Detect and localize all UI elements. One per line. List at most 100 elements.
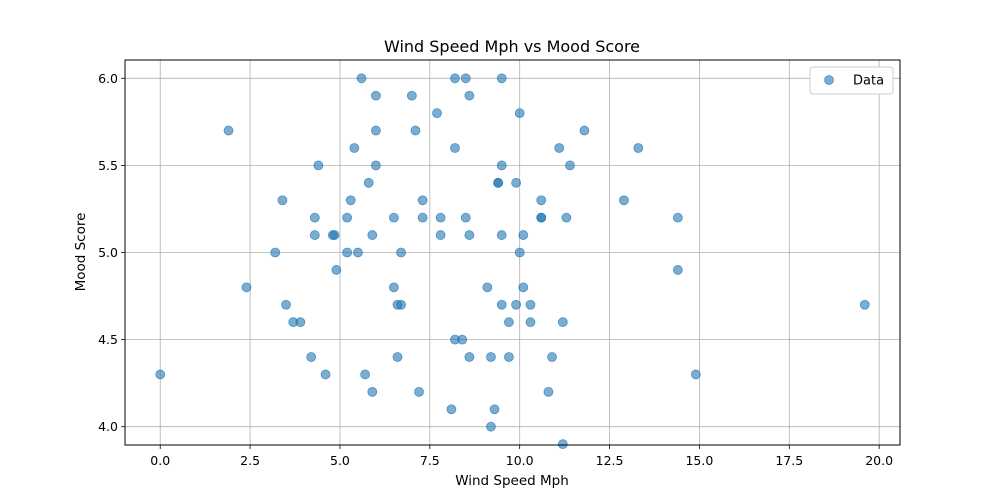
scatter-point <box>486 421 496 432</box>
scatter-point <box>504 352 514 362</box>
scatter-point <box>579 125 590 136</box>
scatter-point <box>306 352 317 362</box>
scatter-point <box>417 212 428 223</box>
scatter-point <box>331 265 342 275</box>
scatter-point <box>464 352 475 362</box>
x-tick-label: 5.0 <box>330 453 350 468</box>
grid-lines <box>125 60 900 445</box>
scatter-point <box>349 143 360 153</box>
scatter-point <box>464 90 475 101</box>
scatter-point <box>554 143 565 153</box>
scatter-point <box>511 177 521 188</box>
scatter-point <box>450 73 460 84</box>
x-tick-label: 2.5 <box>240 453 260 468</box>
scatter-point <box>496 73 507 84</box>
scatter-point <box>543 386 554 397</box>
scatter-point <box>388 282 399 293</box>
scatter-point <box>446 404 457 415</box>
scatter-point <box>557 439 568 450</box>
scatter-point <box>504 317 514 328</box>
scatter-point <box>672 265 683 275</box>
y-tick-label: 5.0 <box>98 245 118 260</box>
scatter-point <box>460 73 471 84</box>
scatter-point <box>295 317 306 328</box>
scatter-point <box>514 108 525 119</box>
scatter-point <box>496 230 507 240</box>
scatter-point <box>417 195 428 206</box>
scatter-point <box>450 143 460 153</box>
x-tick-label: 20.0 <box>865 453 893 468</box>
x-tick-label: 7.5 <box>420 453 440 468</box>
data-points <box>155 73 870 450</box>
scatter-point <box>859 299 870 310</box>
scatter-point <box>345 195 356 206</box>
scatter-point <box>388 212 399 223</box>
x-axis-ticks: 0.0 2.5 5.0 7.5 10.0 12.5 15.0 17.5 20.0 <box>150 445 893 468</box>
scatter-point <box>329 230 340 240</box>
y-tick-label: 4.0 <box>98 419 118 434</box>
scatter-point <box>496 299 507 310</box>
scatter-point <box>619 195 629 206</box>
scatter-point <box>536 195 547 206</box>
x-tick-label: 15.0 <box>685 453 713 468</box>
scatter-point <box>493 177 504 188</box>
scatter-point <box>464 230 475 240</box>
scatter-point <box>414 386 424 397</box>
scatter-point <box>223 125 234 136</box>
legend-marker <box>824 75 834 85</box>
scatter-point <box>410 125 421 136</box>
scatter-point <box>371 125 381 136</box>
scatter-point <box>396 247 406 258</box>
y-axis-ticks: 4.0 4.5 5.0 5.5 6.0 <box>98 71 125 434</box>
chart-title: Wind Speed Mph vs Mood Score <box>384 37 640 56</box>
y-axis-label: Mood Score <box>73 213 89 292</box>
scatter-point <box>270 247 281 258</box>
scatter-point <box>482 282 493 293</box>
scatter-point <box>514 247 525 258</box>
x-tick-label: 12.5 <box>596 453 624 468</box>
scatter-point <box>371 90 381 101</box>
scatter-point <box>313 160 324 171</box>
scatter-point <box>367 386 378 397</box>
scatter-point <box>360 369 371 380</box>
scatter-point <box>496 160 507 171</box>
scatter-point <box>518 282 529 293</box>
scatter-point <box>486 352 496 362</box>
legend-box <box>809 66 894 95</box>
scatter-point <box>432 108 442 119</box>
scatter-point <box>406 90 417 101</box>
scatter-point <box>309 212 320 223</box>
x-tick-label: 17.5 <box>775 453 803 468</box>
scatter-point <box>356 73 367 84</box>
scatter-point <box>320 369 331 380</box>
y-tick-label: 4.5 <box>98 332 118 347</box>
scatter-point <box>518 230 529 240</box>
scatter-point <box>353 247 363 258</box>
scatter-point <box>525 299 536 310</box>
scatter-point <box>363 177 374 188</box>
legend: Data <box>809 66 894 95</box>
y-tick-label: 6.0 <box>98 71 118 86</box>
scatter-point <box>309 230 320 240</box>
legend-label: Data <box>853 74 884 89</box>
scatter-point <box>457 334 468 345</box>
scatter-point <box>392 352 403 362</box>
scatter-point <box>281 299 291 310</box>
scatter-point <box>396 299 406 310</box>
scatter-point <box>371 160 381 171</box>
scatter-point <box>460 212 471 223</box>
scatter-point <box>342 247 353 258</box>
scatter-point <box>525 317 536 328</box>
x-tick-label: 0.0 <box>150 453 170 468</box>
scatter-point <box>557 317 568 328</box>
x-tick-label: 10.0 <box>506 453 534 468</box>
scatter-point <box>367 230 378 240</box>
scatter-point <box>547 352 557 362</box>
scatter-point <box>690 369 701 380</box>
scatter-point <box>435 230 446 240</box>
scatter-point <box>489 404 500 415</box>
scatter-point <box>536 212 547 223</box>
scatter-point <box>342 212 353 223</box>
scatter-point <box>155 369 166 380</box>
